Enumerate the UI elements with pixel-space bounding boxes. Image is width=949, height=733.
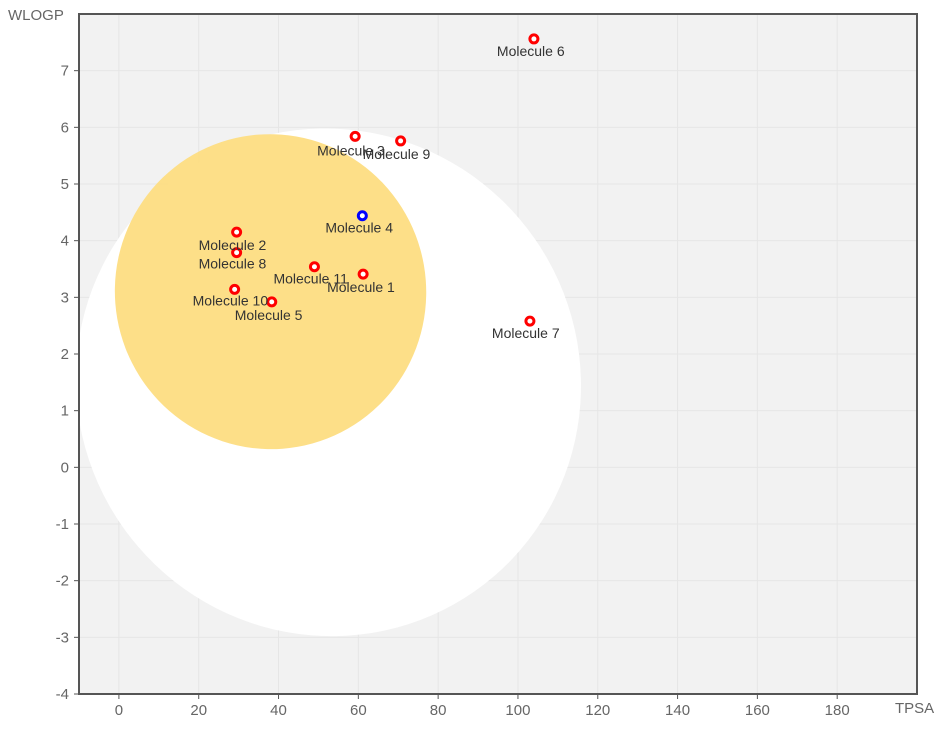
y-tick-label: 7 (61, 63, 69, 80)
point-label: Molecule 5 (235, 307, 303, 323)
x-tick-label: 40 (270, 702, 287, 719)
data-points (229, 33, 540, 327)
y-tick-label: 2 (61, 346, 69, 363)
y-tick-label: 6 (61, 119, 69, 136)
x-tick-label: 100 (505, 702, 530, 719)
data-point[interactable] (349, 130, 361, 142)
y-tick-label: 3 (61, 289, 69, 306)
y-tick-label: -1 (56, 516, 69, 533)
plot-frame (78, 13, 918, 695)
y-tick-label: -4 (56, 686, 69, 703)
y-tick-label: -2 (56, 573, 69, 590)
point-label: Molecule 11 (273, 271, 348, 287)
data-point[interactable] (528, 33, 540, 45)
point-label: Molecule 3 (317, 142, 385, 158)
y-axis-title: WLOGP (8, 7, 64, 24)
point-label: Molecule 2 (199, 237, 267, 253)
y-tick-label: 0 (61, 459, 69, 476)
point-label: Molecule 4 (325, 220, 393, 236)
data-point[interactable] (231, 247, 243, 259)
x-tick-label: 160 (745, 702, 770, 719)
x-tick-label: 20 (190, 702, 207, 719)
tick-labels: 0 20 40 60 80 100 120 140 160 180 -4 -3 -2 -1 0 1 2 3 4 5 6 7 (56, 63, 850, 719)
x-tick-label: 80 (430, 702, 447, 719)
x-tick-label: 60 (350, 702, 367, 719)
data-point[interactable] (229, 283, 241, 295)
y-tick-label: 5 (61, 176, 69, 193)
point-label: Molecule 9 (363, 146, 431, 162)
point-label: Molecule 1 (327, 279, 395, 295)
data-point[interactable] (356, 210, 368, 222)
data-point[interactable] (524, 315, 536, 327)
y-tick-label: -3 (56, 629, 69, 646)
x-axis-title: TPSA (895, 700, 934, 717)
data-point[interactable] (266, 296, 278, 308)
point-label: Molecule 7 (492, 325, 560, 341)
x-tick-label: 140 (665, 702, 690, 719)
point-labels: Molecule 1 Molecule 2 Molecule 3 Molecule 4… (193, 43, 565, 341)
data-point[interactable] (357, 268, 369, 280)
data-point[interactable] (395, 135, 407, 147)
data-point[interactable] (231, 226, 243, 238)
x-tick-label: 180 (825, 702, 850, 719)
point-label: Molecule 10 (193, 292, 269, 308)
regions (79, 128, 581, 637)
y-tick-label: 4 (61, 233, 69, 250)
x-tick-label: 120 (585, 702, 610, 719)
point-label: Molecule 6 (497, 43, 565, 59)
y-tick-label: 1 (61, 403, 69, 420)
point-label: Molecule 8 (199, 256, 267, 272)
yolk-region (114, 134, 427, 450)
data-point[interactable] (308, 261, 320, 273)
x-tick-label: 0 (115, 702, 123, 719)
